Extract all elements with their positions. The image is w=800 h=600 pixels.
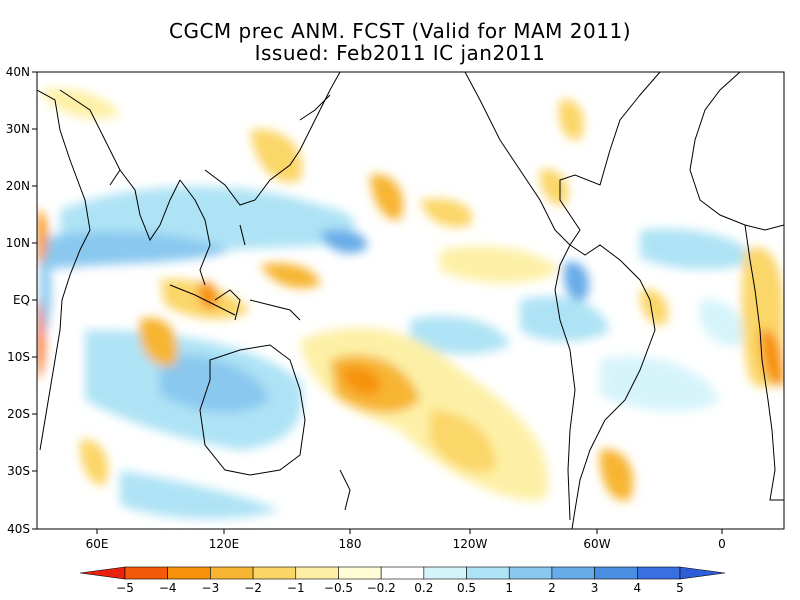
lon-label-120e: 120E	[209, 537, 240, 551]
anomaly-field	[37, 72, 784, 529]
colorbar-label: −2	[244, 581, 262, 595]
colorbar-label: 0.5	[457, 581, 476, 595]
colorbar: −5 −4 −3 −2 −1 −0.5 −0.2 0.2 0.5 1 2 3 4 5	[79, 566, 726, 595]
colorbar-label: 2	[548, 581, 556, 595]
colorbar-label: −5	[116, 581, 134, 595]
colorbar-label: 5	[676, 581, 684, 595]
map-title: CGCM prec ANM. FCST (Valid for MAM 2011)	[169, 19, 631, 43]
lon-label-180: 180	[339, 537, 362, 551]
colorbar-segment	[210, 566, 254, 580]
colorbar-segment	[252, 566, 297, 580]
lon-label-60w: 60W	[583, 537, 610, 551]
colorbar-segment	[508, 566, 553, 580]
colorbar-label: 4	[633, 581, 641, 595]
lat-label-40n: 40N	[6, 65, 30, 79]
colorbar-segment	[124, 566, 168, 580]
lon-label-0: 0	[718, 537, 726, 551]
colorbar-segment	[167, 566, 211, 580]
colorbar-segment	[295, 566, 339, 580]
colorbar-right-arrow	[679, 566, 726, 580]
colorbar-label: −0.2	[367, 581, 396, 595]
colorbar-label: −4	[159, 581, 177, 595]
lat-label-eq: EQ	[13, 293, 30, 307]
longitude-labels: 60E 120E 180 120W 60W 0	[86, 537, 726, 551]
lat-label-40s: 40S	[7, 522, 30, 536]
lon-label-60e: 60E	[86, 537, 109, 551]
colorbar-label: −1	[287, 581, 305, 595]
lat-label-20s: 20S	[7, 407, 30, 421]
map-subtitle: Issued: Feb2011 IC jan2011	[254, 41, 546, 65]
axis-ticks	[32, 71, 723, 534]
colorbar-label: 1	[505, 581, 513, 595]
colorbar-label: −0.5	[324, 581, 353, 595]
colorbar-segment	[637, 566, 681, 580]
lat-label-10s: 10S	[7, 350, 30, 364]
colorbar-label: 0.2	[414, 581, 433, 595]
colorbar-label: −3	[202, 581, 220, 595]
colorbar-segment	[551, 566, 595, 580]
colorbar-segment	[466, 566, 510, 580]
colorbar-segment	[594, 566, 638, 580]
lon-label-120w: 120W	[453, 537, 488, 551]
lat-label-20n: 20N	[6, 179, 30, 193]
colorbar-left-arrow	[79, 566, 126, 580]
coastlines	[37, 72, 784, 529]
colorbar-segment	[380, 566, 425, 580]
latitude-labels: 40N 30N 20N 10N EQ 10S 20S 30S 40S	[6, 65, 30, 536]
lat-label-10n: 10N	[6, 236, 30, 250]
lat-label-30n: 30N	[6, 122, 30, 136]
lat-label-30s: 30S	[7, 464, 30, 478]
colorbar-label: 3	[591, 581, 599, 595]
colorbar-segment	[338, 566, 382, 580]
colorbar-segment	[423, 566, 467, 580]
